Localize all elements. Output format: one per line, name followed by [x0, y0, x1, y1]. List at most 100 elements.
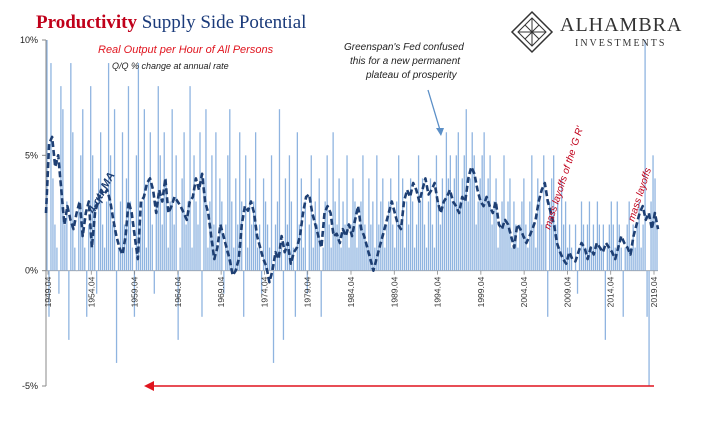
productivity-bar: [419, 201, 422, 271]
x-axis: 1949.04 1954.04 1959.04 1964.04 1969.04 1974.…: [43, 270, 659, 307]
productivity-bar: [247, 247, 249, 271]
x-tick-label: 2019.04: [649, 276, 659, 307]
productivity-bar: [610, 201, 612, 271]
productivity-bar: [264, 201, 267, 271]
productivity-bar: [199, 132, 201, 271]
productivity-bar: [376, 155, 378, 271]
productivity-bar: [211, 155, 213, 271]
productivity-bar: [431, 224, 434, 271]
productivity-bar: [463, 155, 465, 271]
y-axis: 10% 5% 0% -5%: [20, 35, 47, 391]
productivity-bar: [171, 109, 173, 271]
x-tick-label: 2004.04: [519, 276, 529, 307]
productivity-bar: [654, 178, 656, 271]
productivity-bar: [288, 155, 291, 271]
productivity-bar: [117, 247, 120, 271]
productivity-bar: [149, 132, 151, 271]
productivity-bar: [207, 247, 209, 271]
productivity-bar: [348, 247, 350, 271]
productivity-bar: [223, 270, 225, 294]
productivity-bar: [161, 224, 163, 271]
productivity-bar: [177, 270, 179, 340]
productivity-bar: [533, 224, 535, 271]
productivity-bar: [574, 224, 577, 271]
productivity-bar: [296, 132, 298, 271]
productivity-bar: [229, 109, 231, 271]
productivity-bar: [483, 132, 485, 271]
x-tick-label: 1959.04: [130, 276, 140, 307]
productivity-bar: [592, 224, 595, 271]
productivity-bar: [82, 109, 84, 271]
productivity-bar: [290, 201, 293, 271]
productivity-bar: [145, 247, 147, 271]
productivity-bar: [543, 155, 545, 271]
productivity-bar: [88, 224, 90, 271]
y-tick-label: 0%: [25, 266, 38, 276]
productivity-bar: [467, 201, 469, 271]
productivity-bar: [549, 201, 551, 271]
chart-subtitle-units: Q/Q % change at annual rate: [112, 61, 229, 71]
productivity-bar: [453, 178, 455, 271]
productivity-bar: [181, 178, 183, 271]
productivity-bar: [584, 247, 587, 271]
productivity-bar: [547, 270, 549, 317]
productivity-bar: [503, 155, 505, 271]
productivity-bar: [417, 155, 420, 271]
productivity-bar: [129, 201, 132, 271]
productivity-bar: [366, 247, 368, 271]
productivity-bar: [302, 247, 304, 271]
productivity-bar: [62, 109, 64, 271]
productivity-bar: [111, 224, 114, 271]
productivity-bar: [525, 224, 527, 271]
productivity-bar: [96, 270, 98, 294]
productivity-bar: [336, 224, 338, 271]
productivity-bar: [272, 270, 275, 363]
productivity-bar: [318, 178, 320, 271]
productivity-bar: [551, 178, 553, 271]
productivity-bar: [646, 270, 648, 317]
productivity-bar: [471, 132, 473, 271]
productivity-bar: [56, 247, 58, 271]
note-line-2: this for a new permanent: [350, 56, 461, 67]
productivity-bar: [638, 201, 640, 271]
productivity-bar: [113, 109, 116, 271]
productivity-bar: [449, 155, 451, 271]
productivity-bar: [197, 224, 199, 271]
productivity-bar: [219, 178, 221, 271]
productivity-bar: [370, 224, 372, 271]
productivity-bar: [165, 178, 167, 271]
productivity-bar: [541, 224, 543, 271]
productivity-bar: [354, 201, 356, 271]
productivity-bar: [572, 270, 575, 272]
x-tick-label: 1989.04: [389, 276, 399, 307]
productivity-bar: [582, 224, 585, 271]
productivity-bar: [576, 270, 579, 294]
productivity-bar: [624, 247, 626, 271]
productivity-bar: [274, 224, 277, 271]
productivity-bar: [372, 201, 374, 271]
productivity-bar: [501, 201, 503, 271]
productivity-bar: [590, 247, 593, 271]
productivity-bar: [459, 201, 461, 271]
productivity-bar: [266, 224, 269, 271]
productivity-bar: [187, 201, 189, 271]
productivity-bar: [555, 224, 557, 271]
productivity-bar: [167, 247, 169, 271]
x-tick-label: 1999.04: [476, 276, 486, 307]
productivity-bar: [268, 247, 271, 271]
productivity-bar: [179, 247, 181, 271]
productivity-bar: [485, 201, 487, 271]
productivity-bar: [505, 224, 507, 271]
productivity-bar: [330, 247, 332, 271]
productivity-bar: [580, 201, 583, 271]
productivity-bar: [553, 155, 555, 271]
productivity-bar: [364, 224, 366, 271]
productivity-bar: [308, 224, 310, 271]
productivity-bar: [656, 224, 658, 271]
productivity-bar: [513, 201, 515, 271]
productivity-bar: [312, 247, 314, 271]
chart-title: Productivity Supply Side Potential: [36, 12, 306, 33]
productivity-bar: [477, 201, 479, 271]
productivity-bar: [473, 155, 475, 271]
productivity-bar: [388, 201, 390, 271]
